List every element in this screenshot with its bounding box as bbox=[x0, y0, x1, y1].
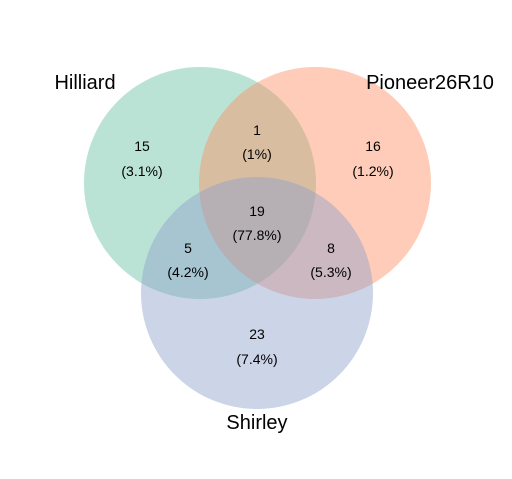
region-percent-pioneer-only: (1.2%) bbox=[352, 163, 393, 179]
set-label-pioneer26r10: Pioneer26R10 bbox=[366, 72, 494, 94]
region-count-hilliard-shirley: 5 bbox=[184, 240, 192, 256]
set-circle-hilliard bbox=[84, 67, 316, 299]
set-circle-shirley bbox=[141, 177, 373, 409]
set-circle-pioneer26r10 bbox=[199, 67, 431, 299]
set-label-hilliard: Hilliard bbox=[54, 72, 115, 94]
region-percent-pioneer-shirley: (5.3%) bbox=[310, 264, 351, 280]
region-count-shirley-only: 23 bbox=[249, 326, 265, 342]
region-count-hilliard-only: 15 bbox=[134, 138, 150, 154]
region-percent-hilliard-pioneer: (1%) bbox=[242, 146, 272, 162]
region-percent-hilliard-only: (3.1%) bbox=[121, 163, 162, 179]
region-count-pioneer-only: 16 bbox=[365, 138, 381, 154]
set-label-shirley: Shirley bbox=[226, 412, 287, 434]
region-percent-all-three: (77.8%) bbox=[232, 227, 281, 243]
region-count-pioneer-shirley: 8 bbox=[327, 240, 335, 256]
region-count-all-three: 19 bbox=[249, 203, 265, 219]
region-count-hilliard-pioneer: 1 bbox=[253, 122, 261, 138]
region-percent-shirley-only: (7.4%) bbox=[236, 351, 277, 367]
region-percent-hilliard-shirley: (4.2%) bbox=[167, 264, 208, 280]
